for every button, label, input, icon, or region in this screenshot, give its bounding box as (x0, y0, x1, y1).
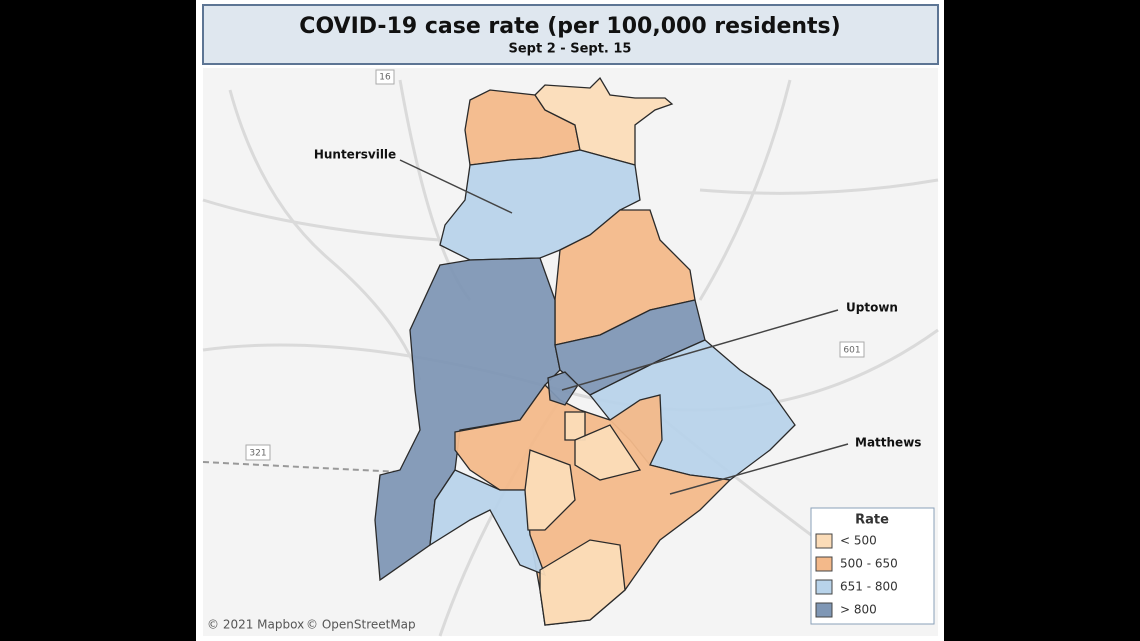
legend-items: < 500 500 - 650 651 - 800 > 800 (815, 533, 898, 618)
zone (564, 411, 586, 441)
title: COVID-19 case rate (per 100,000 resident… (299, 14, 840, 39)
legend-swatch (815, 556, 833, 572)
subtitle: Sept 2 - Sept. 15 (509, 42, 632, 57)
zone (524, 449, 576, 531)
shield (245, 444, 271, 461)
zones (374, 76, 796, 626)
zone (429, 469, 547, 577)
callout-line (669, 443, 849, 495)
legend-swatch (815, 579, 833, 595)
boundary (202, 461, 401, 473)
road (698, 79, 792, 301)
place-label: Uptown (846, 301, 898, 315)
legend-label: 651 - 800 (840, 580, 898, 594)
shield-label: 601 (843, 346, 860, 356)
shield-label: 321 (249, 449, 266, 459)
legend-label: > 800 (840, 603, 877, 617)
shields: 16 601 321 (245, 69, 865, 461)
place-label: Huntersville (314, 148, 396, 162)
road (699, 178, 939, 195)
legend-swatch (815, 533, 833, 549)
callout-line (399, 159, 513, 214)
zone (534, 76, 674, 166)
shield (375, 69, 395, 85)
shield (839, 341, 865, 358)
road (202, 198, 441, 242)
shield-label: 16 (379, 73, 391, 83)
road (228, 89, 422, 381)
zone (547, 371, 579, 406)
zone (574, 424, 642, 481)
title-box (202, 4, 939, 65)
callouts (399, 159, 849, 495)
legend-swatch (815, 602, 833, 618)
callout-line (561, 309, 839, 391)
attribution: © OpenStreetMap (306, 618, 416, 632)
zone (539, 539, 626, 626)
legend-title: Rate (855, 513, 889, 528)
legend-label: 500 - 650 (840, 557, 898, 571)
attribution: © 2021 Mapbox (207, 618, 304, 632)
place-label: Matthews (855, 436, 921, 450)
legend-label: < 500 (840, 534, 877, 548)
